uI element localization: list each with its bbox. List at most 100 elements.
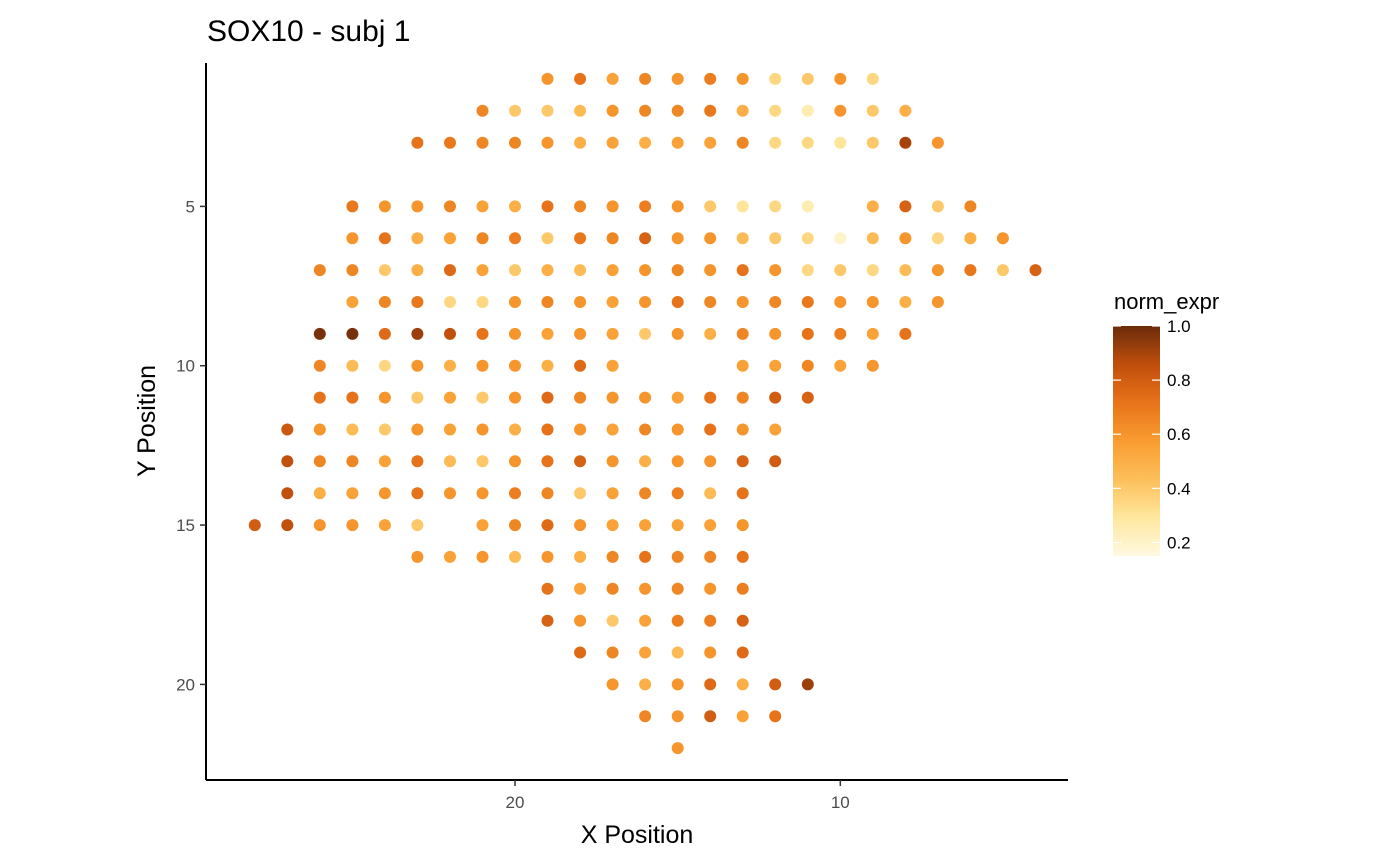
data-point [444,423,456,436]
data-point [671,391,684,404]
data-point [313,359,326,372]
data-point [606,678,619,691]
data-point [313,455,326,468]
data-point [834,359,847,372]
data-point [444,391,456,404]
data-point [639,519,652,532]
data-point [834,327,847,340]
data-point [509,455,521,468]
data-point [541,296,554,308]
data-point [801,264,814,277]
data-point [866,296,879,308]
data-point [671,264,684,277]
data-point [736,582,749,595]
data-point [476,104,489,117]
data-point [378,359,391,372]
data-point [476,550,489,563]
data-point [411,232,424,245]
data-point [704,232,717,245]
data-point [313,391,326,404]
x-axis-title: X Position [581,821,694,849]
data-point [444,136,456,149]
data-point [704,582,717,595]
y-tick-label: 20 [176,675,195,694]
data-point [411,519,424,532]
data-point [899,136,912,149]
data-point [606,104,619,117]
data-point [834,136,847,149]
data-point [574,455,587,468]
points-layer [248,72,1042,755]
data-point [704,614,717,627]
data-point [769,391,782,404]
data-point [769,232,782,245]
data-point [346,423,359,436]
data-point [671,742,684,755]
data-point [574,582,587,595]
data-point [476,232,489,245]
data-point [639,678,652,691]
data-point [736,232,749,245]
data-point [736,487,749,500]
chart-title: SOX10 - subj 1 [207,15,410,48]
legend-title: norm_expr [1114,289,1219,314]
data-point [866,327,879,340]
data-point [476,136,489,149]
data-point [346,232,359,245]
data-point [769,678,782,691]
data-point [671,296,684,308]
data-point [704,104,717,117]
data-point [704,550,717,563]
data-point [736,550,749,563]
data-point [736,423,749,436]
data-point [704,264,717,277]
data-point [476,423,489,436]
data-point [866,359,879,372]
data-point [736,264,749,277]
data-point [411,296,424,308]
data-point [313,264,326,277]
data-point [639,455,652,468]
data-point [281,519,294,532]
data-point [378,264,391,277]
data-point [834,72,847,85]
data-point [736,359,749,372]
data-point [769,296,782,308]
data-point [801,72,814,85]
data-point [639,72,652,85]
data-point [378,455,391,468]
data-point [541,487,554,500]
data-point [606,264,619,277]
data-point [476,455,489,468]
data-point [704,646,717,659]
data-point [444,487,456,500]
legend-tick-label: 0.8 [1167,371,1191,390]
data-point [769,104,782,117]
data-point [574,646,587,659]
data-point [509,200,521,213]
data-point [541,423,554,436]
data-point [964,264,977,277]
data-point [639,264,652,277]
data-point [476,327,489,340]
data-point [411,391,424,404]
data-point [671,550,684,563]
data-point [899,232,912,245]
data-point [671,487,684,500]
data-point [606,359,619,372]
data-point [704,296,717,308]
data-point [769,136,782,149]
data-point [931,264,944,277]
data-point [606,550,619,563]
data-point [736,678,749,691]
data-point [444,296,456,308]
data-point [411,455,424,468]
data-point [606,232,619,245]
data-point [411,327,424,340]
data-point [899,296,912,308]
data-point [346,455,359,468]
legend-tick-label: 0.4 [1167,479,1191,498]
data-point [574,519,587,532]
data-point [574,487,587,500]
data-point [1029,264,1042,277]
